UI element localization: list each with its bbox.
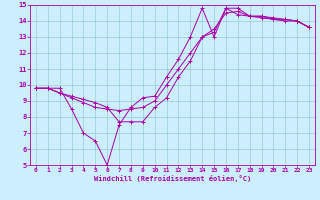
X-axis label: Windchill (Refroidissement éolien,°C): Windchill (Refroidissement éolien,°C) [94,175,251,182]
